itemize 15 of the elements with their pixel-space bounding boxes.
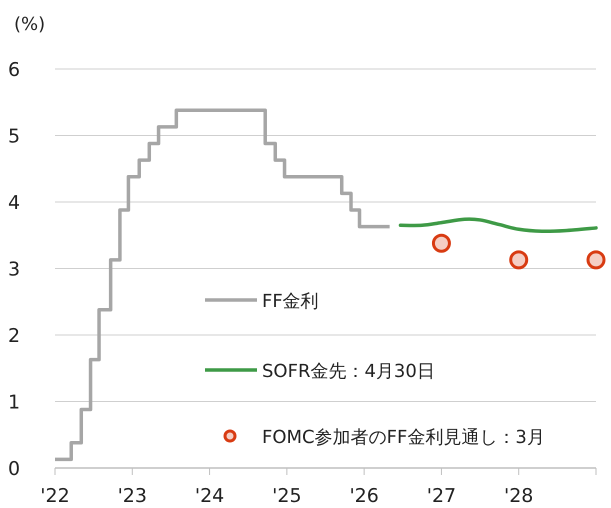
x-tick-label: '25 [272, 485, 302, 507]
x-tick-label: '22 [40, 485, 70, 507]
y-tick-label: 4 [8, 192, 20, 214]
y-tick-label: 0 [8, 458, 20, 480]
y-tick-label: 5 [8, 126, 20, 148]
y-tick-label: 2 [8, 325, 20, 347]
x-tick-label: '26 [349, 485, 379, 507]
y-tick-label: 6 [8, 59, 20, 81]
y-tick-label: 1 [8, 392, 20, 414]
x-tick-label: '27 [426, 485, 456, 507]
y-tick-label: 3 [8, 258, 20, 280]
x-tick-label: '28 [504, 485, 534, 507]
x-tick-label: '23 [118, 485, 147, 507]
x-tick-label: '24 [194, 485, 224, 507]
y-axis-title: (%) [14, 14, 46, 35]
